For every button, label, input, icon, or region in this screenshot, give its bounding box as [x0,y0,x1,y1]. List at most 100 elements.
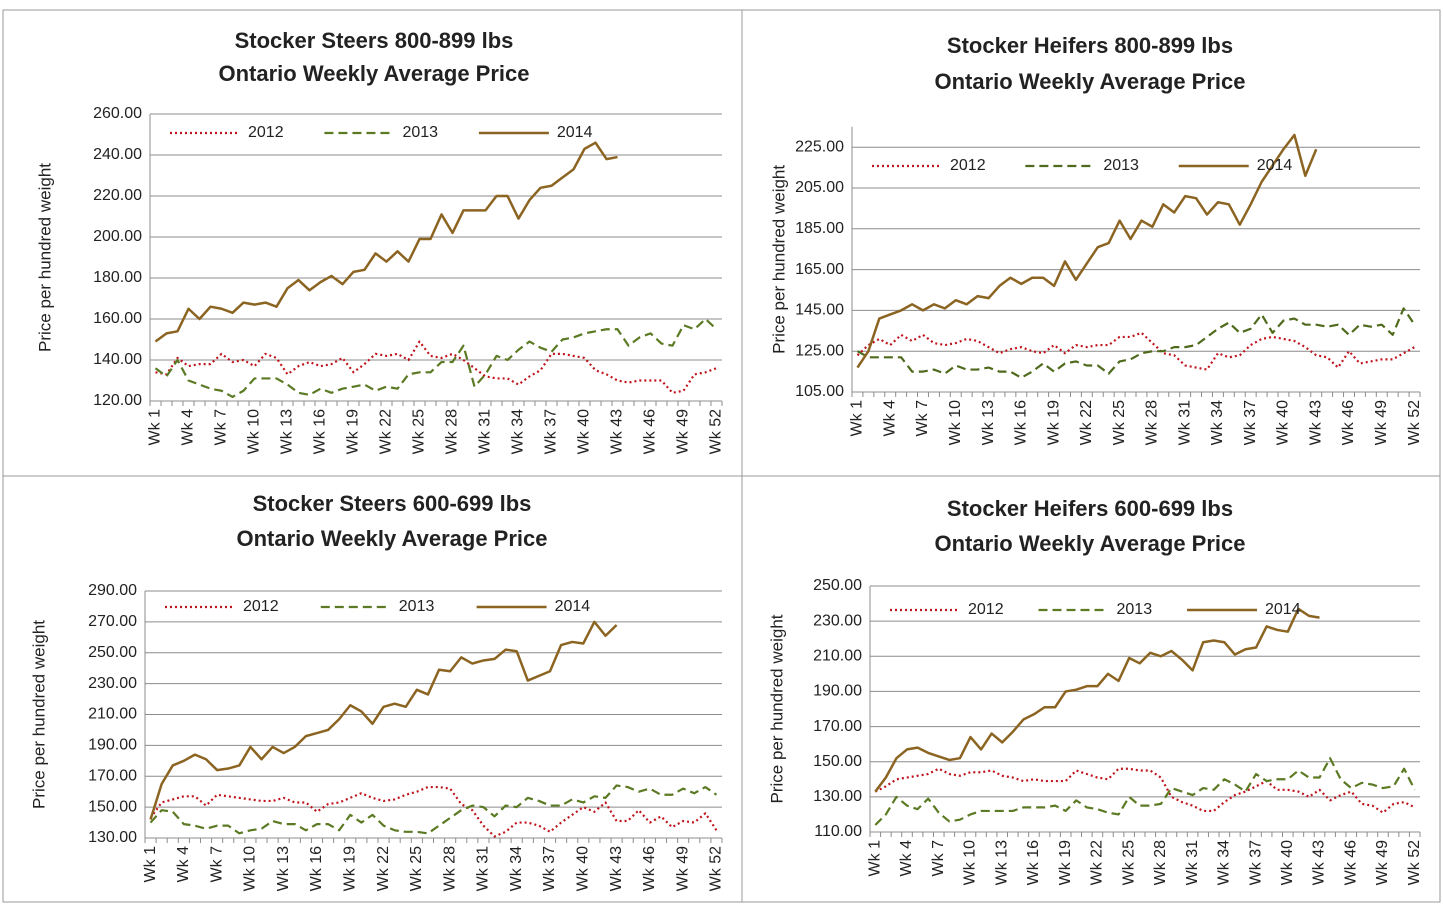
y-axis-label: Price per hundred weight [767,614,786,803]
x-tick-label: Wk 1 [867,840,884,877]
chart-title: Stocker Heifers 800-899 lbs [947,33,1233,58]
series-line [149,784,718,835]
y-tick-label: 120.00 [93,392,142,409]
x-tick-label: Wk 28 [444,409,461,454]
y-tick-label: 165.00 [795,261,844,278]
y-tick-label: 250.00 [813,577,862,594]
legend-label: 2014 [1265,601,1301,618]
y-axis-label: Price per hundred weight [29,620,48,809]
series-line [154,141,618,343]
x-tick-label: Wk 43 [1311,840,1328,885]
x-tick-label: Wk 16 [312,409,329,454]
x-tick-label: Wk 52 [1406,400,1423,445]
x-tick-label: Wk 4 [180,409,197,446]
y-tick-label: 250.00 [88,644,137,661]
y-tick-label: 130.00 [88,829,137,846]
y-tick-label: 190.00 [88,737,137,754]
x-tick-label: Wk 7 [208,846,225,883]
x-tick-label: Wk 34 [1209,400,1226,445]
x-tick-label: Wk 37 [543,409,560,454]
x-tick-label: Wk 13 [279,409,296,454]
y-tick-label: 270.00 [88,613,137,630]
x-tick-label: Wk 10 [246,409,263,454]
x-tick-label: Wk 22 [1089,840,1106,885]
x-tick-label: Wk 19 [1045,400,1062,445]
y-tick-label: 150.00 [88,798,137,815]
legend-label: 2014 [557,124,593,141]
legend-label: 2012 [968,601,1004,618]
x-tick-label: Wk 22 [375,846,392,891]
legend-label: 2013 [1103,157,1139,174]
y-tick-label: 130.00 [813,788,862,805]
series-line [874,767,1416,814]
x-tick-label: Wk 7 [914,400,931,437]
legend-label: 2013 [1117,601,1153,618]
y-tick-label: 220.00 [93,187,142,204]
y-tick-label: 170.00 [88,767,137,784]
chart-title: Stocker Heifers 600-699 lbs [947,496,1233,521]
x-tick-label: Wk 37 [541,846,558,891]
chart-title: Stocker Steers 600-699 lbs [253,491,532,516]
x-tick-label: Wk 10 [242,846,259,891]
x-tick-label: Wk 37 [1247,840,1264,885]
x-tick-label: Wk 25 [408,846,425,891]
x-tick-label: Wk 52 [708,409,725,454]
y-tick-label: 205.00 [795,179,844,196]
y-tick-label: 190.00 [813,683,862,700]
series-line [149,620,618,820]
y-tick-label: 180.00 [93,269,142,286]
x-tick-label: Wk 19 [1057,840,1074,885]
y-tick-label: 225.00 [795,138,844,155]
series-line [874,757,1416,826]
y-tick-label: 200.00 [93,228,142,245]
legend-label: 2013 [402,124,438,141]
chart-title: Stocker Steers 800-899 lbs [235,28,514,53]
x-tick-label: Wk 25 [411,409,428,454]
chart-subtitle: Ontario Weekly Average Price [935,69,1246,94]
x-tick-label: Wk 52 [708,846,725,891]
x-tick-label: Wk 16 [308,846,325,891]
series-line [149,785,718,838]
x-tick-label: Wk 4 [881,400,898,437]
x-tick-label: Wk 49 [674,846,691,891]
x-tick-label: Wk 28 [1144,400,1161,445]
y-tick-label: 140.00 [93,351,142,368]
x-tick-label: Wk 31 [475,846,492,891]
x-tick-label: Wk 1 [142,846,159,883]
x-tick-label: Wk 4 [898,840,915,877]
x-tick-label: Wk 22 [378,409,395,454]
y-tick-label: 125.00 [795,342,844,359]
x-tick-label: Wk 43 [1307,400,1324,445]
x-tick-label: Wk 46 [642,409,659,454]
y-tick-label: 230.00 [88,675,137,692]
legend-label: 2012 [950,157,986,174]
y-tick-label: 240.00 [93,146,142,163]
y-tick-label: 260.00 [93,105,142,122]
x-tick-label: Wk 37 [1242,400,1259,445]
x-tick-label: Wk 10 [962,840,979,885]
x-tick-label: Wk 40 [576,409,593,454]
x-tick-label: Wk 28 [1152,840,1169,885]
x-tick-label: Wk 40 [1279,840,1296,885]
y-tick-label: 145.00 [795,302,844,319]
x-tick-label: Wk 34 [508,846,525,891]
x-tick-label: Wk 25 [1111,400,1128,445]
x-tick-label: Wk 43 [608,846,625,891]
x-tick-label: Wk 49 [675,409,692,454]
y-tick-label: 110.00 [814,823,862,840]
y-tick-label: 230.00 [813,612,862,629]
x-tick-label: Wk 49 [1373,400,1390,445]
x-tick-label: Wk 31 [1176,400,1193,445]
series-line [874,607,1320,793]
series-line [856,307,1416,379]
y-tick-label: 150.00 [813,753,862,770]
y-tick-label: 210.00 [813,648,862,665]
x-tick-label: Wk 19 [345,409,362,454]
y-tick-label: 105.00 [795,383,844,400]
y-axis-label: Price per hundred weight [769,165,788,354]
x-tick-label: Wk 22 [1078,400,1095,445]
x-tick-label: Wk 52 [1406,840,1423,885]
chart-subtitle: Ontario Weekly Average Price [935,531,1246,556]
x-tick-label: Wk 25 [1120,840,1137,885]
